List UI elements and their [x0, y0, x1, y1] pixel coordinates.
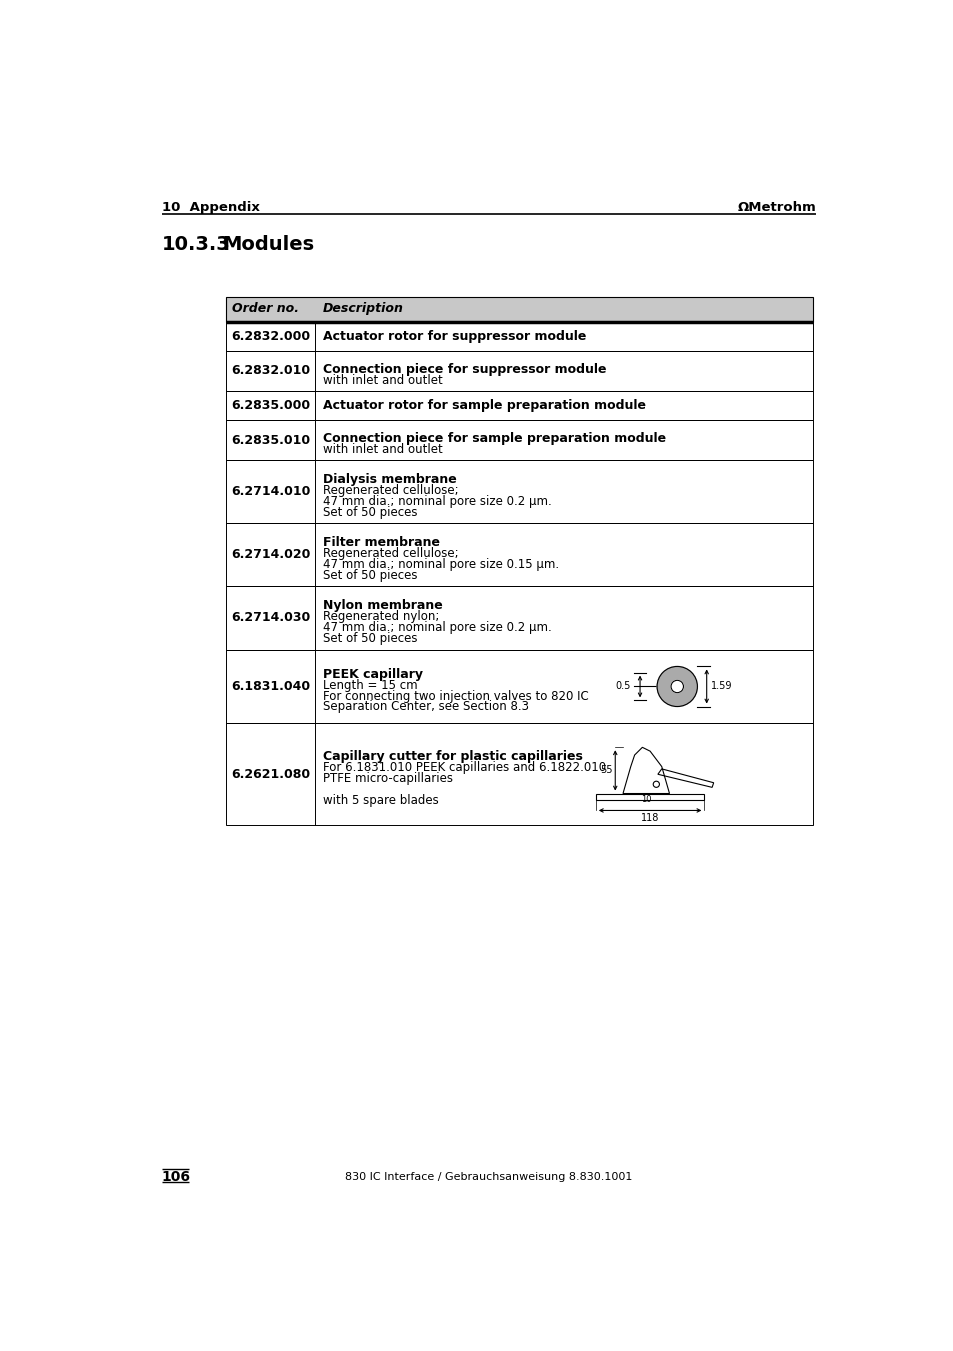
Text: 6.2714.020: 6.2714.020: [232, 549, 311, 561]
Text: 106: 106: [162, 1170, 191, 1183]
Text: 830 IC Interface / Gebrauchsanweisung 8.830.1001: 830 IC Interface / Gebrauchsanweisung 8.…: [345, 1171, 632, 1182]
Text: 47 mm dia.; nominal pore size 0.2 μm.: 47 mm dia.; nominal pore size 0.2 μm.: [323, 621, 551, 634]
Text: 6.2621.080: 6.2621.080: [232, 767, 311, 781]
Text: Capillary cutter for plastic capillaries: Capillary cutter for plastic capillaries: [323, 750, 582, 763]
Bar: [226, 390, 812, 420]
Text: 6.2832.010: 6.2832.010: [232, 365, 311, 377]
Text: 47 mm dia.; nominal pore size 0.2 μm.: 47 mm dia.; nominal pore size 0.2 μm.: [323, 494, 551, 508]
Text: 47 mm dia.; nominal pore size 0.15 μm.: 47 mm dia.; nominal pore size 0.15 μm.: [323, 558, 558, 571]
Bar: [226, 420, 812, 461]
Text: 10.3.3: 10.3.3: [162, 235, 231, 254]
Text: 55: 55: [599, 766, 612, 775]
Bar: [226, 461, 812, 523]
Bar: [226, 586, 812, 650]
Bar: [226, 322, 812, 351]
Text: with 5 spare blades: with 5 spare blades: [323, 793, 438, 807]
Circle shape: [670, 681, 682, 693]
Text: Set of 50 pieces: Set of 50 pieces: [323, 569, 417, 582]
Text: Connection piece for sample preparation module: Connection piece for sample preparation …: [323, 432, 665, 446]
Text: 6.2714.030: 6.2714.030: [232, 612, 311, 624]
Text: For 6.1831.010 PEEK capillaries and 6.1822.010: For 6.1831.010 PEEK capillaries and 6.18…: [323, 761, 605, 774]
Bar: [596, 793, 703, 800]
Text: Order no.: Order no.: [232, 303, 298, 315]
Text: Description: Description: [323, 303, 403, 315]
Text: Actuator rotor for sample preparation module: Actuator rotor for sample preparation mo…: [323, 399, 645, 412]
Text: Regenerated nylon;: Regenerated nylon;: [323, 611, 439, 623]
Text: Connection piece for suppressor module: Connection piece for suppressor module: [323, 363, 606, 376]
Text: 6.2832.000: 6.2832.000: [232, 330, 311, 343]
Text: ΩMetrohm: ΩMetrohm: [737, 200, 815, 213]
Bar: [226, 297, 812, 322]
Text: Separation Center, see Section 8.3: Separation Center, see Section 8.3: [323, 700, 529, 713]
Text: Actuator rotor for suppressor module: Actuator rotor for suppressor module: [323, 330, 586, 343]
Bar: [226, 650, 812, 723]
Text: Nylon membrane: Nylon membrane: [323, 600, 442, 612]
Text: 6.2835.000: 6.2835.000: [232, 399, 311, 412]
Circle shape: [657, 666, 697, 707]
Text: with inlet and outlet: with inlet and outlet: [323, 443, 442, 457]
Text: Set of 50 pieces: Set of 50 pieces: [323, 505, 417, 519]
Text: Modules: Modules: [222, 235, 314, 254]
Text: Set of 50 pieces: Set of 50 pieces: [323, 632, 417, 644]
Bar: [226, 297, 812, 322]
Bar: [226, 351, 812, 390]
Bar: [226, 523, 812, 586]
Text: PTFE micro-capillaries: PTFE micro-capillaries: [323, 771, 453, 785]
Text: 118: 118: [640, 813, 659, 823]
Text: 1.59: 1.59: [711, 681, 732, 692]
Text: Dialysis membrane: Dialysis membrane: [323, 473, 456, 486]
Text: with inlet and outlet: with inlet and outlet: [323, 374, 442, 386]
Text: 10: 10: [640, 794, 651, 804]
Text: Regenerated cellulose;: Regenerated cellulose;: [323, 484, 458, 497]
Text: 6.2835.010: 6.2835.010: [232, 434, 311, 447]
Text: 0.5: 0.5: [615, 681, 630, 692]
Text: 10  Appendix: 10 Appendix: [162, 200, 259, 213]
Text: 6.2714.010: 6.2714.010: [232, 485, 311, 499]
Text: PEEK capillary: PEEK capillary: [323, 667, 422, 681]
Text: Filter membrane: Filter membrane: [323, 536, 439, 550]
Text: For connecting two injection valves to 820 IC: For connecting two injection valves to 8…: [323, 689, 588, 703]
Text: Length = 15 cm: Length = 15 cm: [323, 678, 417, 692]
Text: 6.1831.040: 6.1831.040: [232, 680, 311, 693]
Bar: [226, 723, 812, 825]
Text: Regenerated cellulose;: Regenerated cellulose;: [323, 547, 458, 561]
